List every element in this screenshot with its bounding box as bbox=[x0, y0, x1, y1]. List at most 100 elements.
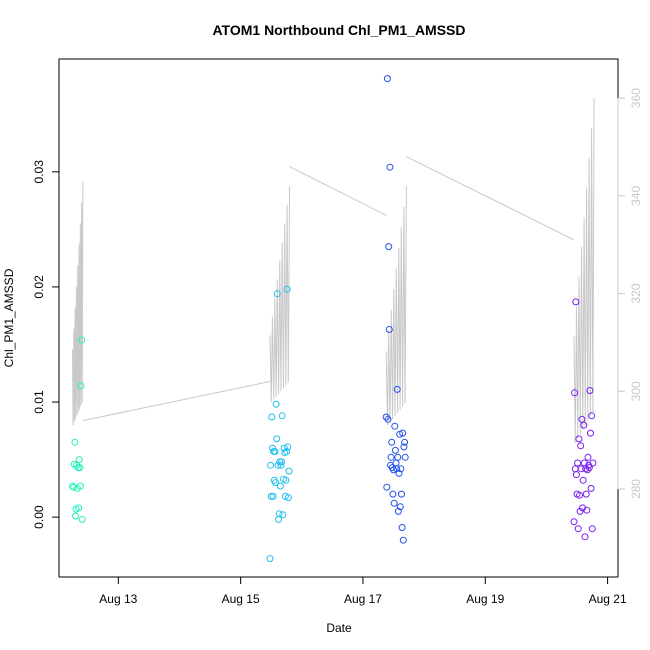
data-point-s2-2 bbox=[267, 461, 275, 469]
y2-tick-label-1: 280 bbox=[629, 479, 643, 499]
data-point-s4-27 bbox=[586, 387, 594, 394]
data-point-s1-4 bbox=[71, 438, 79, 446]
data-point-s4-5 bbox=[572, 471, 580, 479]
x-tick-label-1: Aug 13 bbox=[99, 592, 137, 606]
secondary-trace bbox=[72, 98, 595, 444]
data-point-s3-16 bbox=[391, 446, 399, 454]
data-point-s4-28 bbox=[587, 429, 594, 437]
y-tick-label-3: 0.02 bbox=[32, 275, 46, 299]
data-point-s2-19 bbox=[277, 461, 285, 469]
data-point-s3-2 bbox=[383, 483, 391, 491]
plot-frame bbox=[58, 58, 619, 578]
y2-tick-label-5: 360 bbox=[629, 88, 643, 108]
data-point-s3-7 bbox=[386, 163, 394, 171]
data-point-s3-25 bbox=[397, 465, 405, 473]
data-point-s4-26 bbox=[585, 464, 593, 472]
data-point-s2-11 bbox=[272, 400, 280, 408]
x-tick-label-2: Aug 15 bbox=[222, 592, 260, 606]
data-point-s2-20 bbox=[278, 458, 286, 466]
data-point-s3-20 bbox=[394, 453, 402, 461]
x-axis: Aug 13 Aug 15 Aug 17 Aug 19 Aug 21 bbox=[99, 576, 627, 606]
data-point-s3-26 bbox=[398, 490, 405, 498]
data-point-s2-31 bbox=[284, 494, 292, 502]
trace-connector-1 bbox=[82, 381, 271, 422]
trace-segment-3 bbox=[385, 186, 407, 426]
data-point-s3-9 bbox=[387, 453, 395, 461]
data-point-s4-17 bbox=[580, 421, 588, 429]
data-point-s1-12 bbox=[76, 464, 84, 472]
data-point-s2-32 bbox=[285, 467, 293, 475]
x-axis-label: Date bbox=[326, 621, 352, 635]
data-point-s3-14 bbox=[390, 499, 398, 507]
data-point-s3-12 bbox=[389, 490, 397, 498]
data-point-s3-19 bbox=[393, 385, 401, 393]
data-point-s3-21 bbox=[394, 507, 402, 515]
data-point-s2-29 bbox=[283, 285, 291, 293]
data-point-s4-12 bbox=[577, 442, 585, 450]
y-tick-label-2: 0.01 bbox=[32, 390, 46, 414]
data-point-s3-22 bbox=[395, 469, 403, 477]
scatter-points bbox=[69, 75, 597, 563]
data-point-s4-2 bbox=[571, 389, 579, 397]
data-point-s2-25 bbox=[281, 449, 289, 457]
data-point-s3-15 bbox=[391, 422, 399, 430]
chart-title: ATOM1 Northbound Chl_PM1_AMSSD bbox=[212, 22, 465, 38]
data-point-s2-9 bbox=[271, 448, 279, 455]
data-point-s2-13 bbox=[273, 290, 281, 298]
y-axis-label: Chl_PM1_AMSSD bbox=[2, 268, 16, 367]
data-point-s4-31 bbox=[588, 525, 596, 533]
data-point-s4-19 bbox=[581, 533, 589, 541]
data-point-s3-30 bbox=[400, 443, 408, 451]
data-point-s4-10 bbox=[576, 491, 583, 499]
trace-connector-3 bbox=[406, 156, 575, 241]
y2-tick-label-2: 300 bbox=[629, 381, 643, 401]
data-point-s4-9 bbox=[575, 435, 583, 443]
data-point-s2-16 bbox=[275, 510, 283, 518]
y2-tick-label-3: 320 bbox=[629, 283, 643, 303]
x-tick-label-3: Aug 17 bbox=[344, 592, 382, 606]
data-point-s2-10 bbox=[272, 479, 279, 487]
data-point-s4-21 bbox=[582, 490, 590, 498]
data-point-s2-27 bbox=[282, 476, 290, 484]
data-point-s1-10 bbox=[75, 504, 83, 512]
data-point-s3-31 bbox=[401, 438, 409, 446]
data-point-s4-23 bbox=[583, 466, 591, 474]
data-point-s3-4 bbox=[384, 415, 392, 423]
y-axis: 0.00 0.01 0.02 0.03 bbox=[32, 160, 60, 529]
data-point-s1-13 bbox=[76, 482, 84, 490]
data-point-s1-2 bbox=[70, 483, 78, 491]
data-point-s3-28 bbox=[399, 429, 407, 437]
data-point-s2-30 bbox=[284, 443, 292, 451]
data-point-s2-28 bbox=[283, 448, 290, 455]
data-point-s4-7 bbox=[574, 459, 582, 467]
data-point-s3-17 bbox=[392, 459, 400, 467]
y2-tick-label-4: 340 bbox=[629, 185, 643, 205]
y2-axis: 280 300 320 340 360 bbox=[617, 88, 643, 499]
data-point-s1-14 bbox=[77, 382, 85, 390]
y-tick-label-4: 0.03 bbox=[32, 160, 46, 184]
data-point-s4-22 bbox=[583, 506, 591, 514]
data-point-s4-4 bbox=[572, 298, 580, 306]
data-point-s2-3 bbox=[267, 492, 275, 500]
x-tick-label-5: Aug 21 bbox=[589, 592, 627, 606]
data-point-s4-11 bbox=[576, 507, 584, 515]
data-point-s3-27 bbox=[398, 524, 406, 531]
data-point-s4-1 bbox=[570, 518, 578, 526]
data-point-s2-1 bbox=[266, 555, 274, 563]
data-point-s2-12 bbox=[273, 435, 281, 443]
data-point-s1-15 bbox=[78, 336, 86, 344]
data-point-s3-6 bbox=[385, 326, 393, 333]
data-point-s4-29 bbox=[587, 484, 595, 492]
data-point-s3-32 bbox=[401, 453, 409, 461]
data-point-s2-22 bbox=[279, 511, 287, 519]
data-point-s3-1 bbox=[382, 413, 390, 421]
data-point-s4-3 bbox=[571, 465, 579, 473]
data-point-s4-8 bbox=[574, 525, 582, 533]
y-tick-label-1: 0.00 bbox=[32, 505, 46, 529]
trace-segment-1 bbox=[72, 181, 84, 426]
data-point-s2-4 bbox=[268, 413, 276, 421]
data-point-s1-11 bbox=[75, 456, 83, 464]
data-point-s3-29 bbox=[399, 536, 407, 544]
trace-segment-2 bbox=[269, 186, 291, 403]
data-point-s3-3 bbox=[383, 75, 391, 83]
